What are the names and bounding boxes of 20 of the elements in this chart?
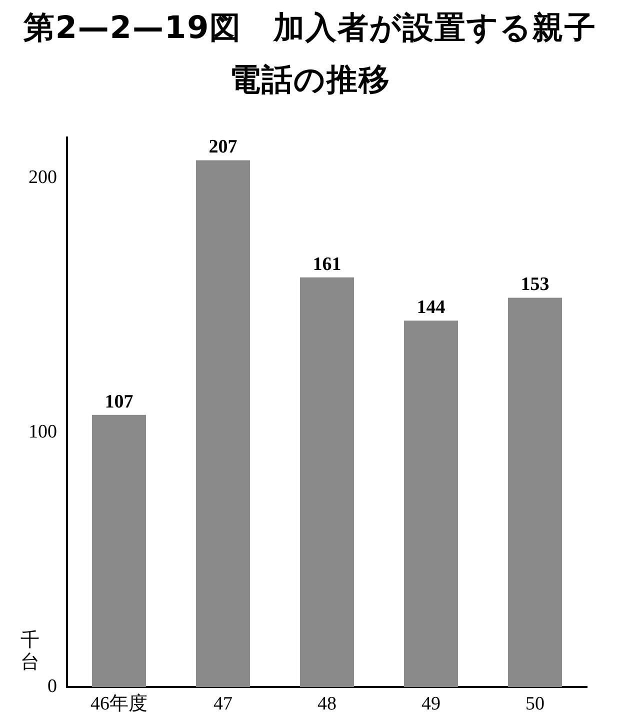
data-label: 161 bbox=[312, 254, 342, 275]
chart-title: 第2—2—19図 加入者が設置する親子電話の推移 bbox=[22, 9, 598, 100]
bar bbox=[196, 160, 250, 688]
bar bbox=[300, 277, 354, 688]
data-label: 207 bbox=[208, 136, 238, 158]
x-tick-label: 47 bbox=[214, 694, 232, 715]
bar bbox=[92, 414, 146, 688]
y-axis-title: 千台 bbox=[20, 629, 40, 674]
y-tick-label: 200 bbox=[28, 167, 57, 188]
y-tick-label: 100 bbox=[28, 422, 57, 443]
x-tick-label: 46年度 bbox=[90, 692, 148, 715]
data-label: 107 bbox=[104, 391, 134, 412]
data-label: 153 bbox=[520, 274, 550, 296]
x-tick-label: 48 bbox=[318, 694, 336, 715]
x-tick-label: 50 bbox=[526, 694, 544, 715]
bar bbox=[508, 298, 562, 688]
data-label: 144 bbox=[416, 297, 446, 318]
bar bbox=[404, 320, 458, 688]
x-tick-label: 49 bbox=[422, 694, 440, 715]
y-tick-label: 0 bbox=[48, 676, 57, 698]
